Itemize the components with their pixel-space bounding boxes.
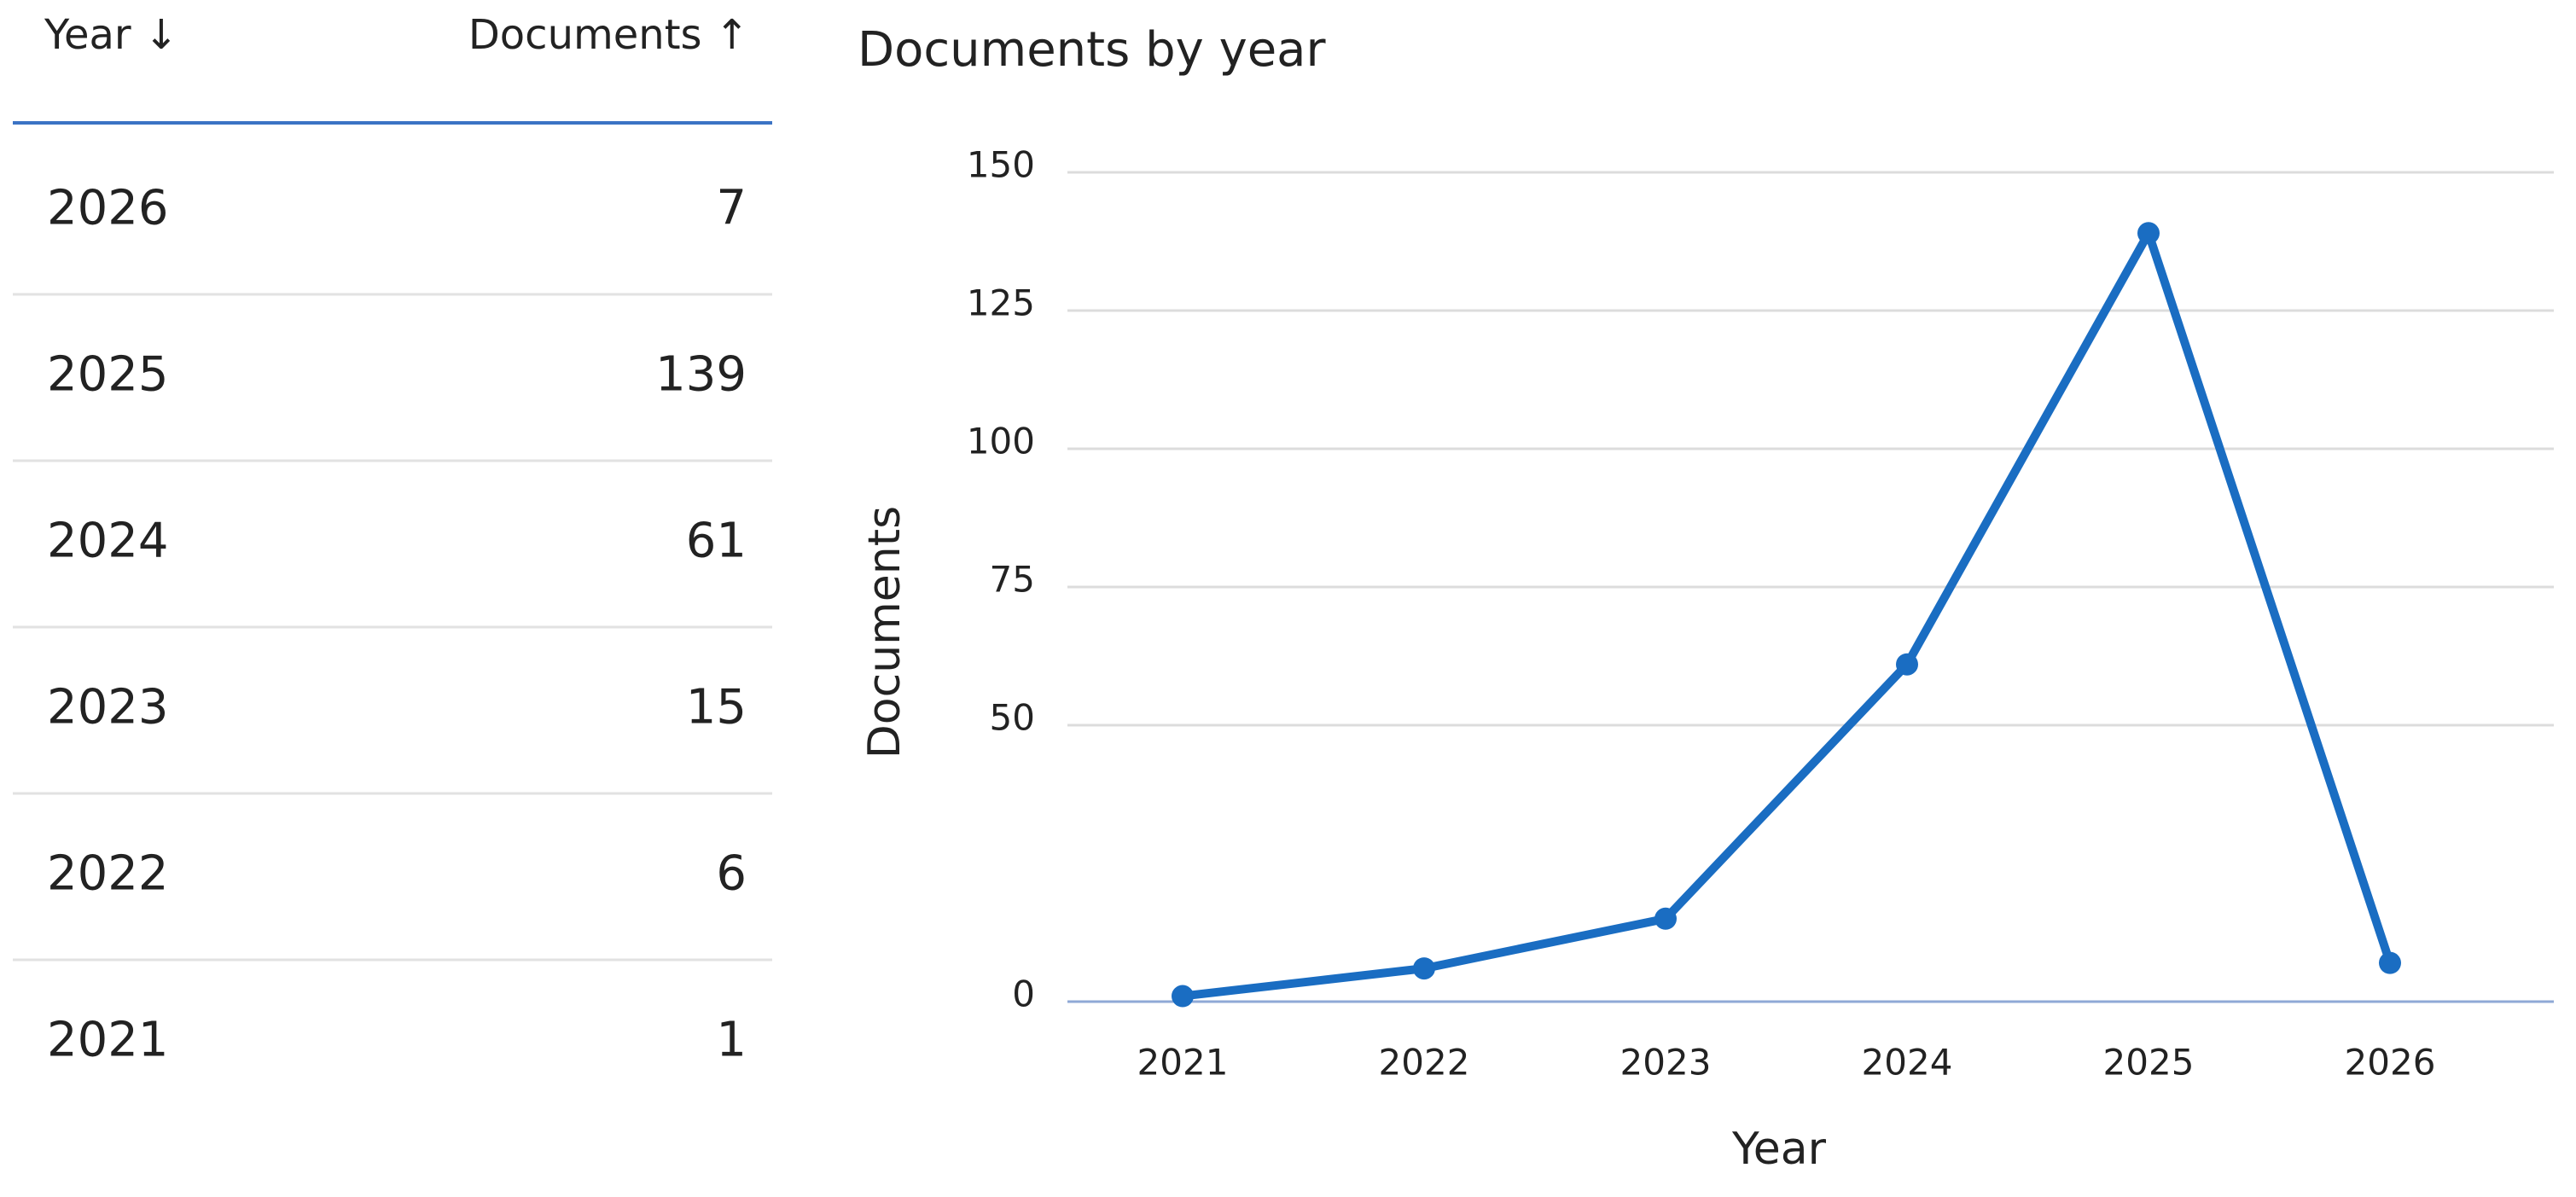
count-cell: 15 xyxy=(686,680,747,735)
point xyxy=(1896,653,1918,676)
x-tick-label: 2023 xyxy=(1620,1042,1712,1084)
point xyxy=(2137,222,2160,245)
x-tick-label: 2021 xyxy=(1137,1042,1229,1084)
point xyxy=(2379,951,2401,974)
count-cell: 1 xyxy=(716,1013,747,1068)
year-cell: 2022 xyxy=(47,846,169,902)
column-header[interactable]: Documents ↑ xyxy=(468,11,749,59)
chart-title: Documents by year xyxy=(858,22,1326,78)
x-tick-label: 2025 xyxy=(2103,1042,2195,1084)
y-tick-label: 150 xyxy=(967,144,1035,186)
y-tick-label: 0 xyxy=(1012,973,1035,1015)
count-cell: 61 xyxy=(686,514,747,569)
point xyxy=(1172,985,1194,1008)
chart: Documents by year Documents Year 0 50 75 10… xyxy=(858,22,2554,1175)
year-cell: 2024 xyxy=(47,514,169,569)
y-tick-label: 75 xyxy=(990,559,1035,601)
x-tick-label: 2026 xyxy=(2345,1042,2436,1084)
count-cell: 7 xyxy=(716,181,747,236)
y-axis-label: Documents xyxy=(859,506,910,759)
y-tick-label: 50 xyxy=(990,697,1035,739)
x-tick-label: 2022 xyxy=(1379,1042,1470,1084)
series-line xyxy=(1182,229,2394,1001)
column-header[interactable]: Year ↓ xyxy=(44,11,178,59)
count-cell: 6 xyxy=(716,846,747,902)
x-tick-label: 2024 xyxy=(1862,1042,1953,1084)
year-cell: 2023 xyxy=(47,680,169,735)
point xyxy=(1654,907,1677,930)
point xyxy=(1413,957,1435,980)
year-cell: 2025 xyxy=(47,347,169,403)
x-axis-label: Year xyxy=(1731,1124,1827,1175)
y-tick-label: 100 xyxy=(967,421,1035,462)
year-cell: 2021 xyxy=(47,1013,169,1068)
count-cell: 139 xyxy=(655,347,747,403)
year-cell: 2026 xyxy=(47,181,169,236)
y-tick-label: 125 xyxy=(967,282,1035,324)
